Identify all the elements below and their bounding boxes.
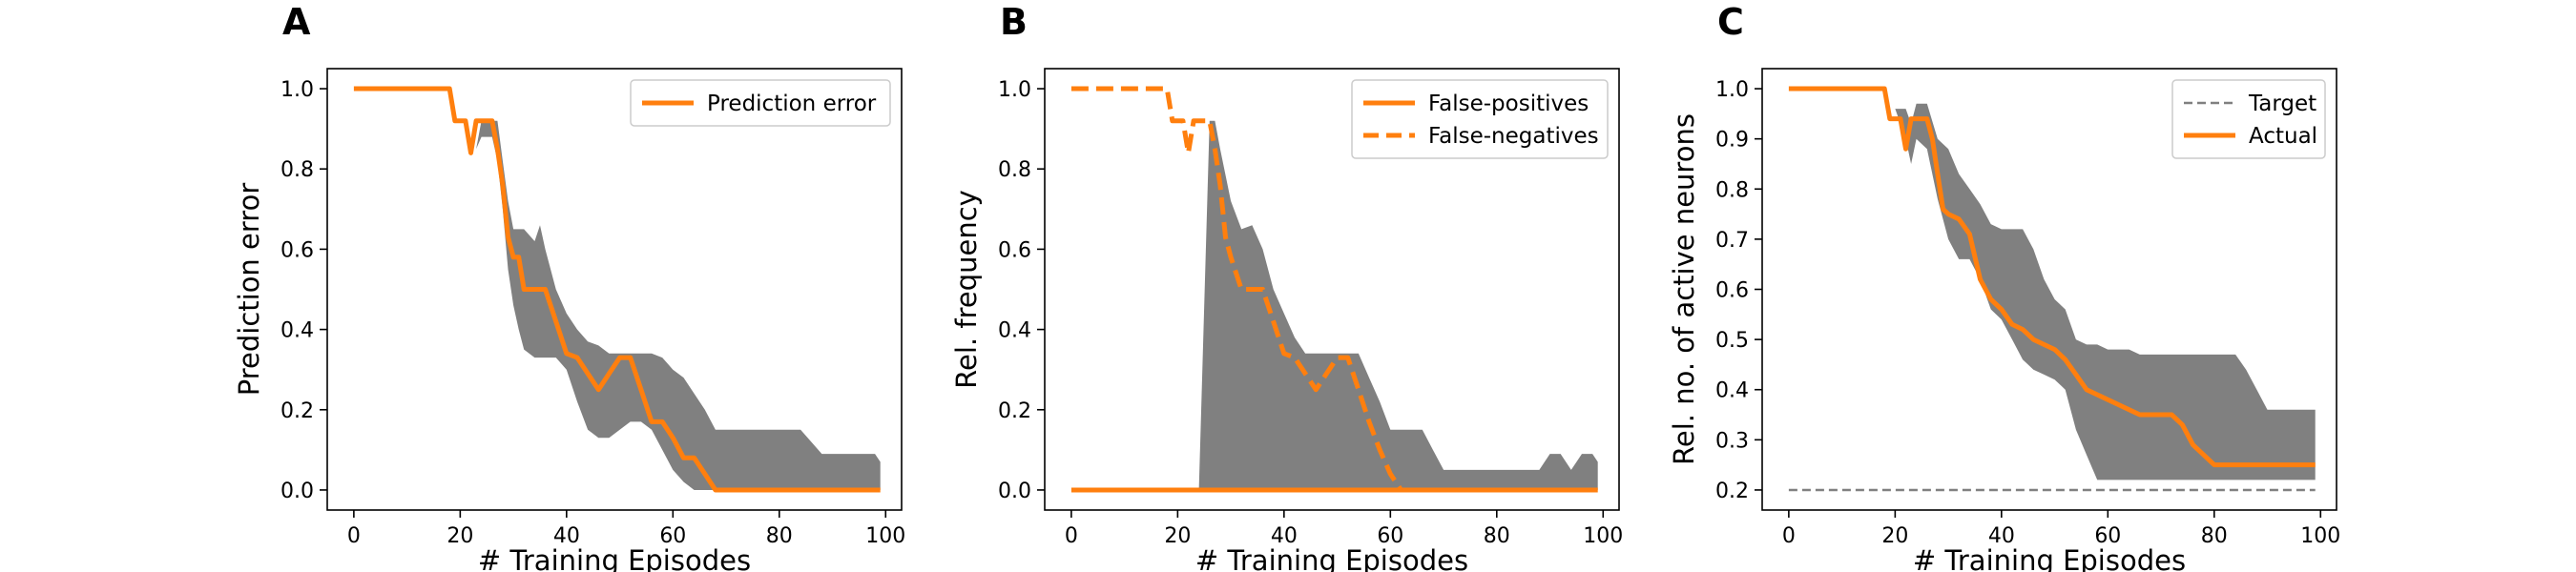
legend-entry-prediction-error: Prediction error xyxy=(642,92,877,116)
legend: Target Actual xyxy=(2171,79,2326,159)
x-tick-label: 60 xyxy=(659,524,686,548)
axes xyxy=(326,68,903,511)
error-band-area xyxy=(1070,120,1598,490)
legend-box xyxy=(630,79,891,127)
panel-letter: C xyxy=(1717,1,1744,43)
x-tick-label: 80 xyxy=(2201,524,2228,548)
y-tick-label: 0.6 xyxy=(998,238,1031,262)
legend-label: Prediction error xyxy=(707,92,877,116)
y-tick-label: 0.6 xyxy=(280,238,314,262)
legend-entry-false-negatives: False-negatives xyxy=(1363,124,1599,149)
y-tick-label: 0.4 xyxy=(280,319,314,343)
error-band xyxy=(1788,89,2316,480)
x-tick-label: 60 xyxy=(1377,524,1403,548)
y-tick-label: 0.0 xyxy=(280,480,314,503)
series-lines xyxy=(1070,86,1598,493)
y-tick-label: 1.0 xyxy=(1715,78,1749,102)
legend-entry-false-positives: False-positives xyxy=(1363,92,1589,116)
ticks: 0 20 40 60 80 100 0.0 0.2 0.4 0.6 0.8 1.0 xyxy=(998,78,1623,548)
series-line-actual xyxy=(1788,86,2316,468)
plot-frame xyxy=(326,68,903,511)
x-tick-label: 40 xyxy=(1988,524,2015,548)
series-lines xyxy=(353,86,881,493)
error-band-area xyxy=(1788,89,2316,480)
y-tick-label: 0.2 xyxy=(1715,480,1749,503)
y-tick-label: 0.9 xyxy=(1715,129,1749,153)
x-tick-label: 80 xyxy=(1484,524,1510,548)
legend-entry-actual: Actual xyxy=(2184,124,2317,149)
legend: Prediction error xyxy=(630,79,891,127)
legend-label: Target xyxy=(2248,92,2316,116)
y-axis-label: Rel. no. of active neurons xyxy=(1668,113,1700,465)
panel-letter: B xyxy=(1000,1,1028,43)
y-tick-label: 0.4 xyxy=(1715,379,1749,403)
y-tick-label: 0.8 xyxy=(998,158,1031,182)
x-tick-label: 20 xyxy=(447,524,473,548)
panel-a: A 0 20 40 60 80 100 0.0 0.2 0.4 0.6 0.8 1.0 # Train… xyxy=(233,1,905,572)
x-tick-label: 100 xyxy=(865,524,905,548)
x-tick-label: 100 xyxy=(1583,524,1623,548)
panel-c: C 0 20 40 60 80 100 0.2 0.3 0.4 0.5 0.6 0.7 0.8 0.9 1.… xyxy=(1668,1,2340,572)
panel-b: B 0 20 40 60 80 100 0.0 0.2 0.4 0.6 0.8 1.0 # Train… xyxy=(950,1,1623,572)
x-tick-label: 60 xyxy=(2094,524,2121,548)
y-tick-label: 0.3 xyxy=(1715,429,1749,453)
x-axis-label: # Training Episodes xyxy=(1913,544,2186,572)
x-tick-label: 20 xyxy=(1881,524,1908,548)
y-tick-label: 0.5 xyxy=(1715,329,1749,353)
legend: False-positives False-negatives xyxy=(1351,79,1609,159)
y-tick-label: 0.6 xyxy=(1715,279,1749,303)
legend-entry-target: Target xyxy=(2184,92,2316,116)
y-tick-label: 0.4 xyxy=(998,319,1031,343)
x-axis-label: # Training Episodes xyxy=(1195,544,1468,572)
legend-box xyxy=(2171,79,2326,159)
series-lines xyxy=(1788,86,2316,492)
ticks: 0 20 40 60 80 100 0.2 0.3 0.4 0.5 0.6 0.7 0.8 0.9 1.0 xyxy=(1715,78,2340,548)
y-tick-label: 0.0 xyxy=(998,480,1031,503)
x-axis-label: # Training Episodes xyxy=(478,544,751,572)
legend-label: False-negatives xyxy=(1428,124,1599,149)
series-line-prediction-error xyxy=(353,86,881,493)
x-tick-label: 20 xyxy=(1164,524,1191,548)
plot-frame xyxy=(1044,68,1620,511)
y-axis-label: Rel. frequency xyxy=(950,190,983,389)
y-tick-label: 0.2 xyxy=(280,399,314,423)
legend-label: False-positives xyxy=(1428,92,1589,116)
panel-letter: A xyxy=(282,1,311,43)
ticks: 0 20 40 60 80 100 0.0 0.2 0.4 0.6 0.8 1.0 xyxy=(280,78,905,548)
error-band-area xyxy=(353,89,881,490)
y-axis-label: Prediction error xyxy=(233,183,265,397)
x-tick-label: 40 xyxy=(1271,524,1298,548)
x-tick-label: 0 xyxy=(1065,524,1078,548)
y-tick-label: 1.0 xyxy=(998,78,1031,102)
y-tick-label: 1.0 xyxy=(280,78,314,102)
y-tick-label: 0.2 xyxy=(998,399,1031,423)
legend-label: Actual xyxy=(2249,124,2317,149)
y-tick-label: 0.8 xyxy=(1715,178,1749,202)
x-tick-label: 40 xyxy=(553,524,580,548)
x-tick-label: 0 xyxy=(347,524,361,548)
series-line-false-negatives xyxy=(1070,86,1403,492)
y-tick-label: 0.8 xyxy=(280,158,314,182)
axes xyxy=(1044,68,1620,511)
x-tick-label: 100 xyxy=(2300,524,2340,548)
y-tick-label: 0.7 xyxy=(1715,229,1749,253)
x-tick-label: 0 xyxy=(1782,524,1796,548)
legend-box xyxy=(1351,79,1609,159)
error-band xyxy=(353,89,881,490)
error-band xyxy=(1070,120,1598,490)
x-tick-label: 80 xyxy=(766,524,793,548)
